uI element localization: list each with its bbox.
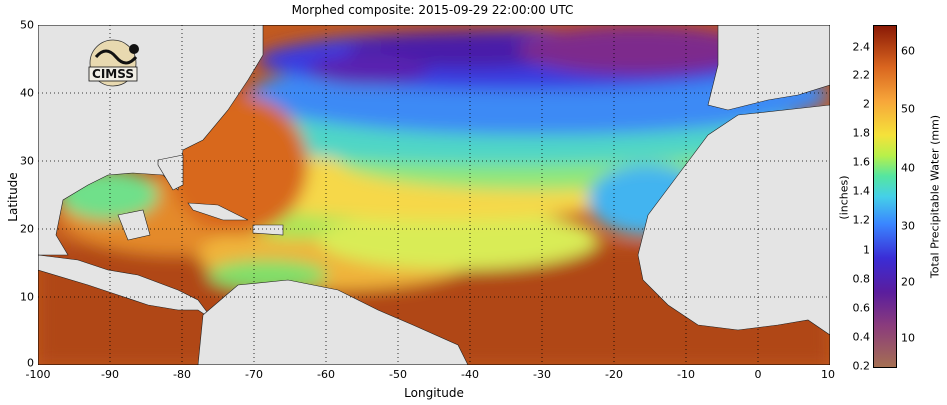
map-title: Morphed composite: 2015-09-29 22:00:00 U… [291,3,574,17]
colorbar-label-mm: 30 [901,219,915,233]
x-axis-label: Longitude [404,386,464,400]
y-tick: 20 [20,222,34,236]
colorbar-label-mm: 40 [901,161,915,175]
colorbar-label-mm: 10 [901,331,915,345]
x-tick: -10 [677,368,695,381]
x-tick: -50 [389,368,407,381]
tpw-map: CIMSS [38,25,830,365]
colorbar-label-inches: 1.2 [852,213,871,227]
colorbar-label-inches: 1 [863,243,870,257]
x-tick: -20 [605,368,623,381]
colorbar-label-inches: 2.4 [852,40,871,54]
y-tick: 50 [20,18,34,32]
colorbar-title-mm: Total Precipitable Water (mm) [928,114,942,279]
x-tick: 10 [821,368,835,381]
cimss-logo: CIMSS [88,39,139,87]
y-tick: 40 [20,86,34,100]
y-axis-label: Latitude [6,172,20,222]
colorbar-label-mm: 60 [901,44,915,58]
colorbar [873,25,897,368]
x-tick: 0 [754,368,762,381]
colorbar-label-inches: 2.2 [852,68,871,82]
x-tick: -60 [317,368,335,381]
colorbar-label-inches: 1.4 [852,184,871,198]
colorbar-label-inches: 0.6 [852,301,871,315]
x-tick: -40 [461,368,479,381]
x-tick: -70 [245,368,263,381]
colorbar-label-inches: 2 [863,97,870,111]
x-tick: -80 [173,368,191,381]
y-tick: 10 [20,290,34,304]
colorbar-label-mm: 20 [901,275,915,289]
x-tick: -90 [101,368,119,381]
colorbar-label-inches: 1.8 [852,126,871,140]
y-tick: 30 [20,154,34,168]
colorbar-label-inches: 1.6 [852,155,871,169]
x-tick: -100 [25,368,51,381]
colorbar-label-mm: 50 [901,102,915,116]
colorbar-label-inches: 0.8 [852,272,871,286]
x-tick: -30 [533,368,551,381]
y-tick: 0 [27,356,34,370]
colorbar-label-inches: 0.2 [852,359,871,373]
colorbar-label-inches: 0.4 [852,330,871,344]
logo-text: CIMSS [92,67,134,81]
